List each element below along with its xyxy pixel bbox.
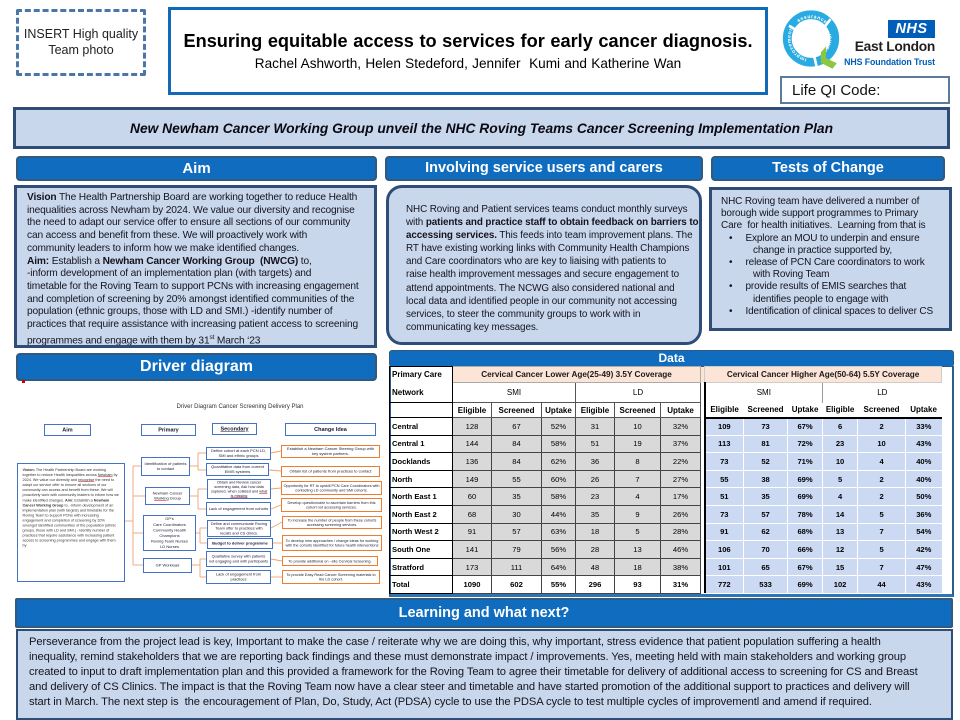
svg-text:assurance: assurance	[796, 14, 828, 26]
svg-text:control: control	[823, 33, 834, 54]
svg-text:improvement: improvement	[786, 27, 807, 62]
